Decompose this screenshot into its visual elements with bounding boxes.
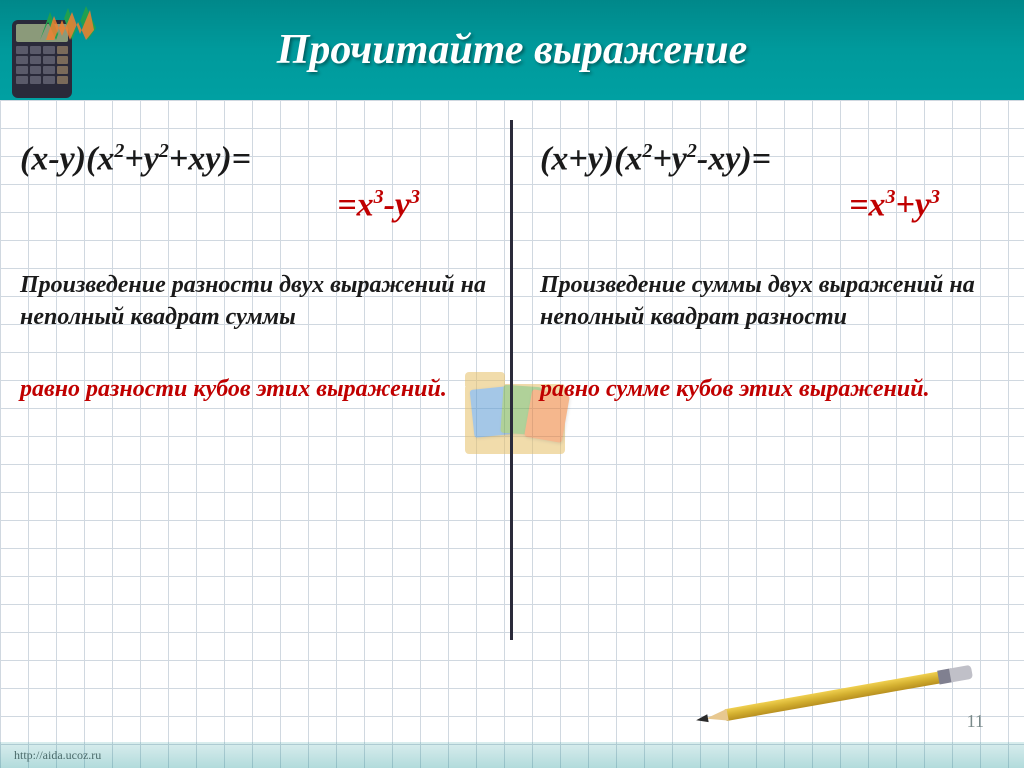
right-column: (x+y)(x2+y2-xy)= =x3+y3 Произведение сум…: [540, 110, 1020, 406]
slide-header: Прочитайте выражение: [0, 0, 1024, 100]
left-conclusion: равно разности кубов этих выражений.: [20, 373, 500, 405]
slide-footer: http://aida.ucoz.ru: [0, 742, 1024, 768]
slide-title: Прочитайте выражение: [277, 26, 748, 74]
left-column: (x-y)(x2+y2+xy)= =x3-y3 Произведение раз…: [20, 110, 500, 406]
page-number: 11: [967, 711, 984, 732]
left-formula: (x-y)(x2+y2+xy)=: [20, 140, 500, 178]
zigzag-icon: [40, 6, 96, 44]
right-result: =x3+y3: [540, 186, 1020, 224]
left-description: Произведение разности двух выражений на …: [20, 269, 500, 334]
calculator-icon: [12, 8, 82, 98]
left-result: =x3-y3: [20, 186, 500, 224]
right-description: Произведение суммы двух выражений на неп…: [540, 269, 1020, 334]
footer-source: http://aida.ucoz.ru: [14, 748, 101, 763]
right-conclusion: равно сумме кубов этих выражений.: [540, 373, 1020, 405]
column-divider: [510, 120, 513, 640]
right-formula: (x+y)(x2+y2-xy)=: [540, 140, 1020, 178]
slide: Прочитайте выражение (x-y)(x2+y2+xy)= =x…: [0, 0, 1024, 768]
